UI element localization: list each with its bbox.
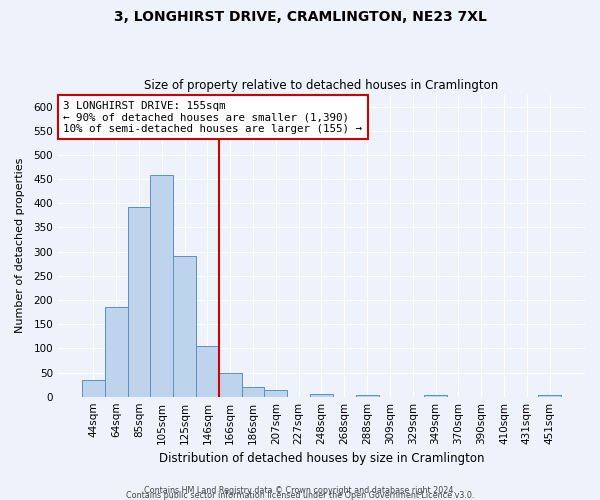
X-axis label: Distribution of detached houses by size in Cramlington: Distribution of detached houses by size … [159, 452, 484, 465]
Bar [424, 395, 447, 396]
Bar [196, 346, 219, 397]
Text: 3, LONGHIRST DRIVE, CRAMLINGTON, NE23 7XL: 3, LONGHIRST DRIVE, CRAMLINGTON, NE23 7X… [113, 10, 487, 24]
Bar [105, 308, 128, 396]
Y-axis label: Number of detached properties: Number of detached properties [15, 158, 25, 334]
Bar [310, 394, 333, 396]
Text: Contains public sector information licensed under the Open Government Licence v3: Contains public sector information licen… [126, 491, 474, 500]
Text: 3 LONGHIRST DRIVE: 155sqm
← 90% of detached houses are smaller (1,390)
10% of se: 3 LONGHIRST DRIVE: 155sqm ← 90% of detac… [63, 100, 362, 134]
Bar [538, 395, 561, 396]
Bar [219, 374, 242, 396]
Bar [356, 395, 379, 396]
Bar [242, 387, 265, 396]
Text: Contains HM Land Registry data © Crown copyright and database right 2024.: Contains HM Land Registry data © Crown c… [144, 486, 456, 495]
Bar [82, 380, 105, 396]
Bar [128, 206, 151, 396]
Bar [151, 176, 173, 396]
Bar [173, 256, 196, 396]
Bar [265, 390, 287, 396]
Title: Size of property relative to detached houses in Cramlington: Size of property relative to detached ho… [145, 79, 499, 92]
